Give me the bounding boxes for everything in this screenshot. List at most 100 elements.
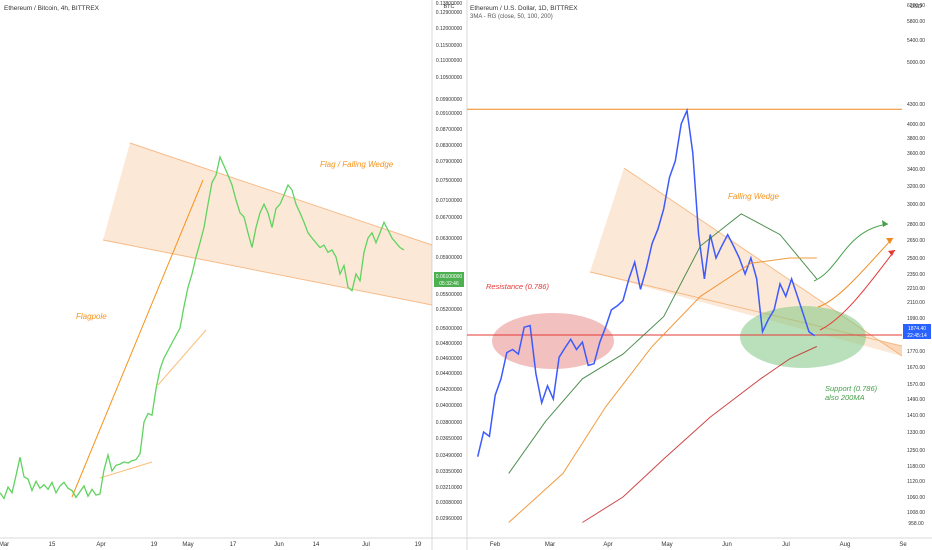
- left-y-unit: BTC: [444, 4, 455, 10]
- left-x-tick-label: 15: [49, 542, 56, 548]
- right-y-tick-label: 2800.00: [907, 222, 925, 228]
- arrowhead-green: [882, 220, 888, 227]
- left-x-axis: Mar 15 Apr 19 May 17 Jun 14 Jul 19: [0, 542, 422, 548]
- right-y-tick-label: 4300.00: [907, 102, 925, 108]
- right-y-tick-label: 1770.00: [907, 349, 925, 355]
- left-y-tick-label: 0.08300000: [436, 143, 463, 149]
- left-y-tick-label: 0.03080000: [436, 500, 463, 506]
- left-x-tick-label: Jun: [274, 542, 284, 548]
- left-y-tick-label: 0.03210000: [436, 485, 463, 491]
- right-x-tick-label: Jun: [722, 542, 732, 548]
- right-y-tick-label: 1330.00: [907, 430, 925, 436]
- left-x-tick-label: Apr: [96, 542, 105, 548]
- right-y-tick-label: 2350.00: [907, 272, 925, 278]
- left-x-tick-label: 19: [151, 542, 158, 548]
- left-annotation-flagpole: Flagpole: [76, 312, 107, 321]
- left-y-tick-label: 0.08700000: [436, 127, 463, 133]
- arrowhead-red: [888, 250, 895, 256]
- right-badge-time: 22:45:14: [907, 333, 927, 339]
- right-y-tick-label: 5000.00: [907, 60, 925, 66]
- right-series-ma50: [508, 213, 818, 474]
- right-y-tick-label: 5400.00: [907, 38, 925, 44]
- right-y-tick-label: 6200.00: [907, 3, 925, 9]
- resistance-zone: [492, 313, 614, 369]
- right-y-tick-label: 2210.00: [907, 286, 925, 292]
- right-y-tick-label: 1180.00: [907, 464, 925, 470]
- left-y-tick-label: 0.05500000: [436, 292, 463, 298]
- right-y-tick-label: 3200.00: [907, 184, 925, 190]
- left-y-tick-label: 0.13800000: [436, 1, 463, 7]
- right-y-tick-label: 1670.00: [907, 365, 925, 371]
- left-badge-price: 0.06100000: [436, 274, 463, 280]
- right-y-unit: USD: [910, 4, 922, 10]
- left-y-tick-label: 0.07100000: [436, 198, 463, 204]
- left-x-tick-label: May: [182, 542, 193, 548]
- right-x-tick-label: Apr: [603, 542, 612, 548]
- flagpole-line: [71, 179, 204, 498]
- right-y-axis: 6200.00 5800.00 5400.00 5000.00 4300.00 4000.…: [907, 3, 925, 527]
- left-trend-line-lower: [99, 461, 153, 479]
- left-x-tick-label: Mar: [0, 542, 9, 548]
- right-x-tick-label: Mar: [545, 542, 555, 548]
- left-y-tick-label: 0.03800000: [436, 420, 463, 426]
- left-y-tick-label: 0.09100000: [436, 111, 463, 117]
- right-x-tick-label: Se: [899, 542, 907, 548]
- right-y-tick-label: 1008.00: [907, 510, 925, 516]
- left-y-tick-label: 0.11000000: [436, 58, 462, 64]
- left-y-tick-label: 0.04400000: [436, 371, 463, 377]
- right-y-tick-label: 4000.00: [907, 122, 925, 128]
- right-y-tick-label: 1060.00: [907, 495, 925, 501]
- left-x-tick-label: 17: [230, 542, 237, 548]
- right-chart-indicator: 3MA - RG (close, 50, 100, 200): [470, 14, 553, 20]
- right-y-tick-label: 1250.00: [907, 448, 925, 454]
- left-price-line: [0, 154, 405, 500]
- right-y-tick-label: 5800.00: [907, 19, 925, 25]
- left-badge-time: 05:32:46: [439, 281, 459, 287]
- right-annotation-resistance: Resistance (0.786): [486, 282, 549, 291]
- right-annotation-wedge: Falling Wedge: [728, 192, 780, 201]
- right-y-tick-label: 3400.00: [907, 167, 925, 173]
- projection-arrow-green: [813, 223, 889, 282]
- right-y-tick-label: 2110.00: [907, 300, 925, 306]
- left-x-tick-label: 19: [415, 542, 422, 548]
- left-y-tick-label: 0.05000000: [436, 326, 463, 332]
- right-x-tick-label: Aug: [840, 542, 851, 548]
- left-y-tick-label: 0.02960000: [436, 516, 463, 522]
- left-x-tick-label: 14: [313, 542, 320, 548]
- right-y-tick-label: 2500.00: [907, 256, 925, 262]
- left-y-tick-label: 0.04200000: [436, 387, 463, 393]
- left-price-badge: 0.06100000 05:32:46: [434, 272, 464, 287]
- left-y-tick-label: 0.11500000: [436, 43, 462, 49]
- left-y-tick-label: 0.07900000: [436, 159, 463, 165]
- right-y-tick-label: 1570.00: [907, 382, 925, 388]
- left-y-tick-label: 0.12000000: [436, 26, 463, 32]
- right-price-badge: 1874.40 22:45:14: [903, 324, 931, 339]
- right-y-tick-label: 2650.00: [907, 238, 925, 244]
- left-y-tick-label: 0.03650000: [436, 436, 463, 442]
- right-series-ma100: [508, 257, 817, 523]
- support-zone: [740, 306, 866, 368]
- left-trend-line-mid: [157, 329, 207, 386]
- projection-arrow-red: [819, 249, 896, 331]
- left-y-tick-label: 0.04600000: [436, 356, 463, 362]
- right-x-tick-label: Feb: [490, 542, 501, 548]
- right-annotation-support: Support (0.786): [825, 384, 878, 393]
- right-y-tick-label: 1990.00: [907, 316, 925, 322]
- left-y-tick-label: 0.05900000: [436, 255, 463, 261]
- right-y-tick-label: 3600.00: [907, 151, 925, 157]
- right-y-tick-label: 3800.00: [907, 136, 925, 142]
- left-wedge-lower-line: [102, 239, 433, 306]
- left-y-tick-label: 0.09900000: [436, 97, 463, 103]
- left-chart-header: Ethereum / Bitcoin, 4h, BITTREX: [4, 5, 100, 12]
- left-y-tick-label: 0.06300000: [436, 236, 463, 242]
- right-chart-header: Ethereum / U.S. Dollar, 1D, BITTREX: [470, 5, 578, 12]
- right-x-tick-label: Jul: [782, 542, 790, 548]
- left-y-tick-label: 0.05200000: [436, 307, 463, 313]
- left-x-tick-label: Jul: [362, 542, 370, 548]
- right-y-tick-label: 1410.00: [907, 413, 925, 419]
- right-y-tick-label: 3000.00: [907, 202, 925, 208]
- left-y-tick-label: 0.03490000: [436, 453, 463, 459]
- projection-arrow-orange: [817, 237, 894, 308]
